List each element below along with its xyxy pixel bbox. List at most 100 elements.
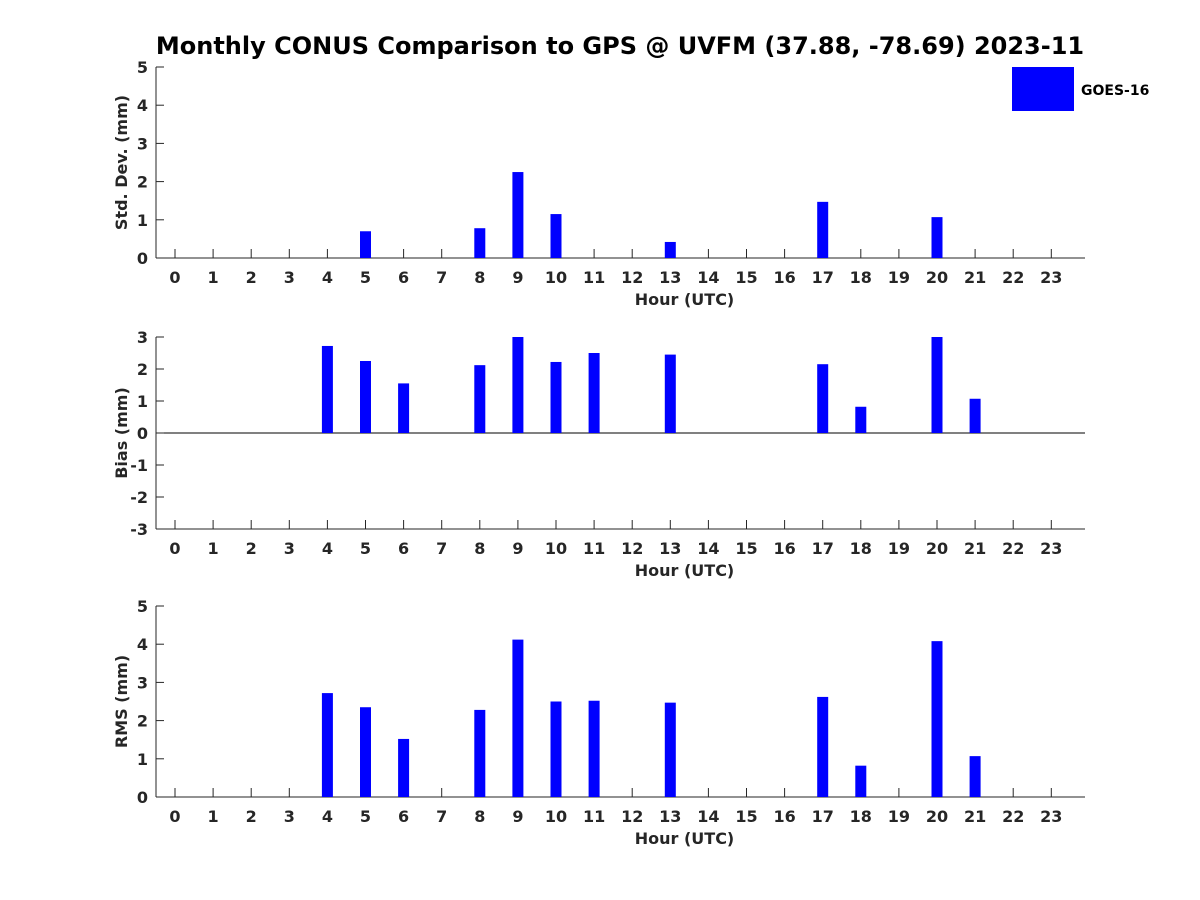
bar-hour-11 xyxy=(588,353,600,433)
x-tick-label: 13 xyxy=(659,268,681,287)
x-tick-label: 9 xyxy=(512,807,523,826)
y-axis-label: Std. Dev. (mm) xyxy=(112,95,131,230)
y-tick-label: -2 xyxy=(130,488,148,507)
x-tick-label: 13 xyxy=(659,807,681,826)
y-tick-label: -1 xyxy=(130,456,148,475)
y-tick-label: 2 xyxy=(137,173,148,192)
x-tick-label: 20 xyxy=(926,268,948,287)
x-tick-label: 18 xyxy=(850,807,872,826)
x-tick-label: 9 xyxy=(512,268,523,287)
x-tick-label: 1 xyxy=(208,268,219,287)
y-tick-label: 3 xyxy=(137,134,148,153)
x-tick-label: 11 xyxy=(583,807,605,826)
x-tick-label: 15 xyxy=(735,807,757,826)
x-tick-label: 0 xyxy=(169,807,180,826)
bar-hour-8 xyxy=(474,709,486,797)
x-tick-label: 8 xyxy=(474,539,485,558)
y-tick-label: 0 xyxy=(137,249,148,268)
x-tick-label: 22 xyxy=(1002,539,1024,558)
x-tick-label: 17 xyxy=(812,807,834,826)
x-tick-label: 12 xyxy=(621,807,643,826)
x-tick-label: 1 xyxy=(208,807,219,826)
bar-hour-17 xyxy=(817,364,829,433)
x-tick-label: 14 xyxy=(697,539,719,558)
bar-hour-21 xyxy=(969,398,981,433)
x-tick-label: 6 xyxy=(398,807,409,826)
x-tick-label: 18 xyxy=(850,539,872,558)
x-tick-label: 23 xyxy=(1040,539,1062,558)
x-tick-label: 23 xyxy=(1040,268,1062,287)
legend-label: GOES-16 xyxy=(1081,83,1149,99)
x-tick-label: 15 xyxy=(735,268,757,287)
y-tick-label: -3 xyxy=(130,520,148,539)
bar-hour-8 xyxy=(474,365,486,433)
x-tick-label: 10 xyxy=(545,807,567,826)
bar-hour-21 xyxy=(969,756,981,797)
y-axis-label: Bias (mm) xyxy=(112,387,131,479)
legend-swatch xyxy=(1012,67,1074,111)
x-tick-label: 18 xyxy=(850,268,872,287)
x-tick-label: 6 xyxy=(398,539,409,558)
x-tick-label: 6 xyxy=(398,268,409,287)
bar-hour-5 xyxy=(360,707,371,797)
x-tick-label: 11 xyxy=(583,268,605,287)
x-tick-label: 5 xyxy=(360,268,371,287)
x-tick-label: 19 xyxy=(888,539,910,558)
bar-hour-20 xyxy=(931,217,943,258)
bar-hour-4 xyxy=(321,345,333,433)
x-tick-label: 2 xyxy=(246,268,257,287)
y-tick-label: 3 xyxy=(137,328,148,347)
y-tick-label: 1 xyxy=(137,211,148,230)
x-tick-label: 21 xyxy=(964,807,986,826)
x-tick-label: 14 xyxy=(697,268,719,287)
x-axis-label: Hour (UTC) xyxy=(635,829,735,848)
bar-hour-6 xyxy=(398,738,410,797)
bar-hour-13 xyxy=(664,354,676,433)
y-tick-label: 3 xyxy=(137,673,148,692)
y-tick-label: 1 xyxy=(137,392,148,411)
x-axis-label: Hour (UTC) xyxy=(635,561,735,580)
bar-hour-5 xyxy=(360,231,371,258)
legend: GOES-16 xyxy=(1012,67,1149,111)
chart-title: Monthly CONUS Comparison to GPS @ UVFM (… xyxy=(156,32,1084,60)
x-tick-label: 5 xyxy=(360,539,371,558)
x-tick-label: 9 xyxy=(512,539,523,558)
x-tick-label: 10 xyxy=(545,539,567,558)
x-tick-label: 20 xyxy=(926,807,948,826)
x-tick-label: 3 xyxy=(284,539,295,558)
x-tick-label: 17 xyxy=(812,539,834,558)
x-tick-label: 14 xyxy=(697,807,719,826)
bar-hour-9 xyxy=(512,639,524,797)
x-tick-label: 15 xyxy=(735,539,757,558)
bar-hour-13 xyxy=(664,241,676,258)
x-tick-label: 4 xyxy=(322,539,333,558)
x-tick-label: 5 xyxy=(360,807,371,826)
x-tick-label: 20 xyxy=(926,539,948,558)
bar-hour-17 xyxy=(817,201,829,258)
x-tick-label: 16 xyxy=(773,268,795,287)
x-tick-label: 3 xyxy=(284,807,295,826)
bar-hour-10 xyxy=(550,701,562,797)
bar-hour-11 xyxy=(588,700,600,797)
y-tick-label: 5 xyxy=(137,597,148,616)
x-tick-label: 8 xyxy=(474,807,485,826)
bar-hour-5 xyxy=(360,361,371,433)
x-tick-label: 19 xyxy=(888,807,910,826)
x-tick-label: 12 xyxy=(621,539,643,558)
x-tick-label: 3 xyxy=(284,268,295,287)
x-tick-label: 21 xyxy=(964,539,986,558)
x-tick-label: 17 xyxy=(812,268,834,287)
x-tick-label: 0 xyxy=(169,539,180,558)
bar-hour-18 xyxy=(855,765,867,797)
bar-hour-10 xyxy=(550,214,562,258)
y-tick-label: 0 xyxy=(137,424,148,443)
y-tick-label: 2 xyxy=(137,360,148,379)
y-tick-label: 4 xyxy=(137,96,148,115)
x-tick-label: 1 xyxy=(208,539,219,558)
bar-hour-17 xyxy=(817,696,829,797)
y-axis-label: RMS (mm) xyxy=(112,655,131,748)
x-tick-label: 13 xyxy=(659,539,681,558)
